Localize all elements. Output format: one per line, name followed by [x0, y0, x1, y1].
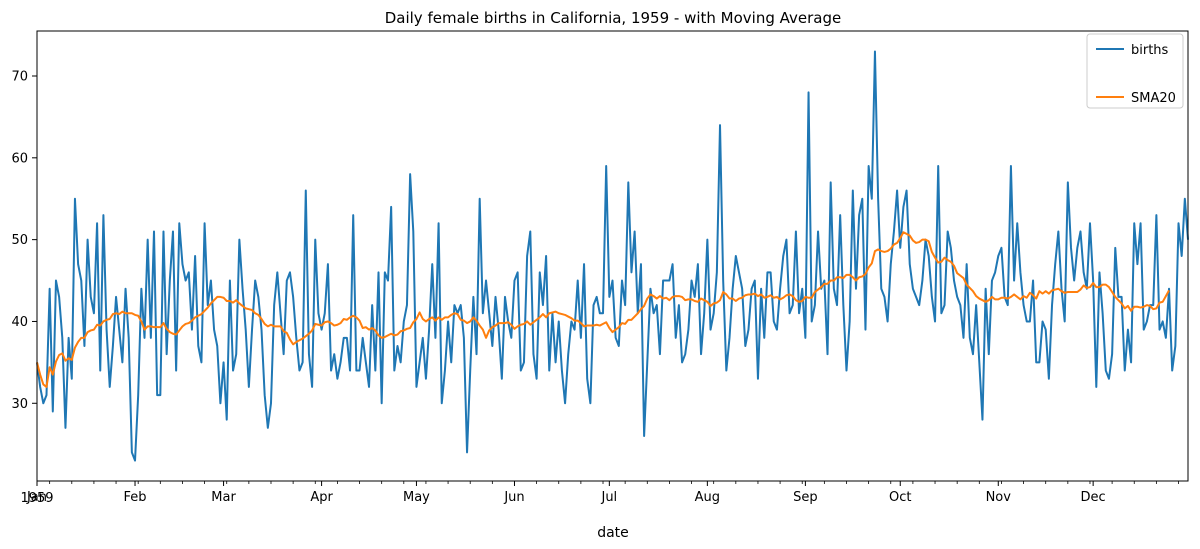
- x-tick-label: Jul: [600, 490, 617, 505]
- x-tick-label: Feb: [124, 490, 147, 505]
- x-tick-label: Dec: [1081, 490, 1106, 505]
- plot-frame: [36, 30, 1189, 482]
- series-line-sma20: [36, 231, 1170, 388]
- x-tick-label: Apr: [310, 490, 333, 505]
- x-tick-label: Nov: [986, 490, 1012, 505]
- x-axis-year-label: 1959: [20, 491, 53, 506]
- x-tick-label: Sep: [793, 490, 818, 505]
- legend-label-sma20: SMA20: [1131, 91, 1176, 106]
- legend-box: [1086, 33, 1184, 109]
- x-tick-label: Jun: [503, 490, 524, 505]
- x-axis-label: date: [597, 525, 629, 541]
- x-tick-label: Oct: [889, 490, 911, 505]
- y-tick-label: 50: [11, 233, 28, 248]
- legend: births SMA20: [1086, 33, 1184, 109]
- x-tick-label: Jan: [26, 490, 47, 505]
- x-tick-label: Mar: [211, 490, 236, 505]
- x-tick-label: Aug: [695, 490, 720, 505]
- y-tick-label: 60: [11, 151, 28, 166]
- series-line-births: [36, 50, 1189, 462]
- chart-title: Daily female births in California, 1959 …: [385, 9, 842, 27]
- x-axis: Jan Feb Mar Apr May Jun Jul Aug Sep Oct Nov Dec: [26, 481, 1179, 505]
- y-tick-label: 30: [11, 397, 28, 412]
- series-layer: [36, 50, 1189, 462]
- legend-label-births: births: [1131, 43, 1169, 58]
- y-tick-label: 40: [11, 315, 28, 330]
- y-tick-label: 70: [11, 70, 28, 85]
- y-axis: 30 40 50 60 70: [11, 70, 37, 412]
- x-tick-label: May: [403, 490, 430, 505]
